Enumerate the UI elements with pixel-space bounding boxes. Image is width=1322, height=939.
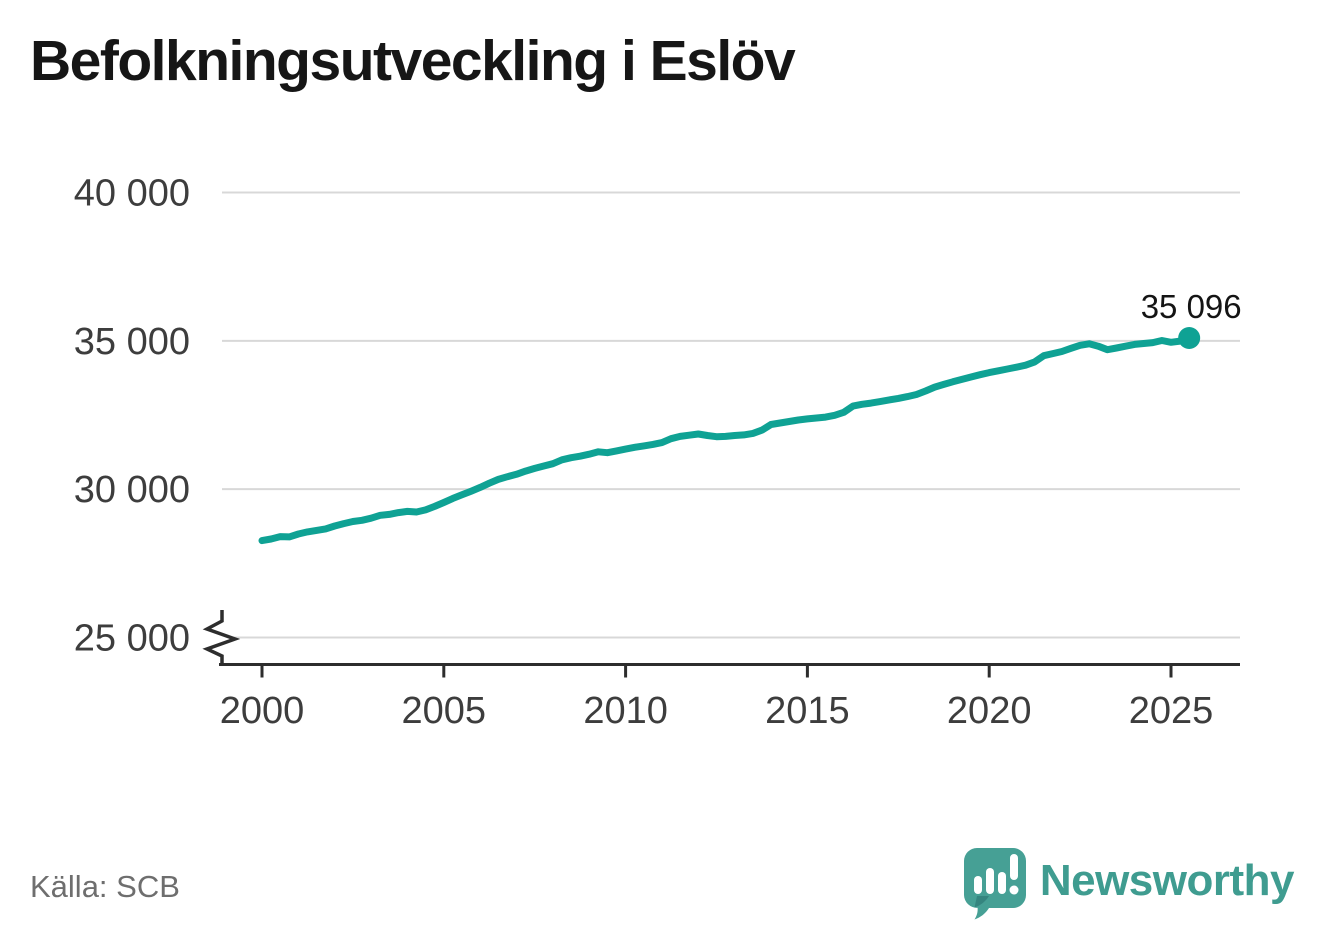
- x-tick-label-2020: 2020: [947, 690, 1032, 732]
- newsworthy-wordmark: Newsworthy: [1039, 856, 1295, 905]
- newsworthy-logo-icon: [963, 848, 1026, 920]
- population-series-line: [258, 334, 1193, 545]
- latest-value-label: 35 096: [1141, 288, 1242, 325]
- page-title: Befolkningsutveckling i Eslöv: [30, 29, 796, 93]
- x-tick-label-2010: 2010: [583, 690, 668, 732]
- y-axis-break-icon: [202, 610, 241, 664]
- x-tick-label-2000: 2000: [220, 690, 305, 732]
- y-tick-label-30000: 30 000: [74, 469, 190, 511]
- y-tick-label-25000: 25 000: [74, 618, 190, 660]
- latest-value-dot: [1178, 326, 1201, 349]
- newsworthy-brand: Newsworthy: [962, 840, 1295, 922]
- x-tick-label-2015: 2015: [765, 690, 850, 732]
- x-tick-label-2025: 2025: [1129, 690, 1214, 732]
- population-line-chart: 25 000 30 000 35 000 40 000 2000 2005 2010 2015…: [74, 173, 1242, 733]
- y-tick-label-35000: 35 000: [74, 321, 190, 363]
- source-label: Källa: SCB: [30, 869, 180, 904]
- y-tick-label-40000: 40 000: [74, 173, 190, 215]
- x-tick-label-2005: 2005: [402, 690, 487, 732]
